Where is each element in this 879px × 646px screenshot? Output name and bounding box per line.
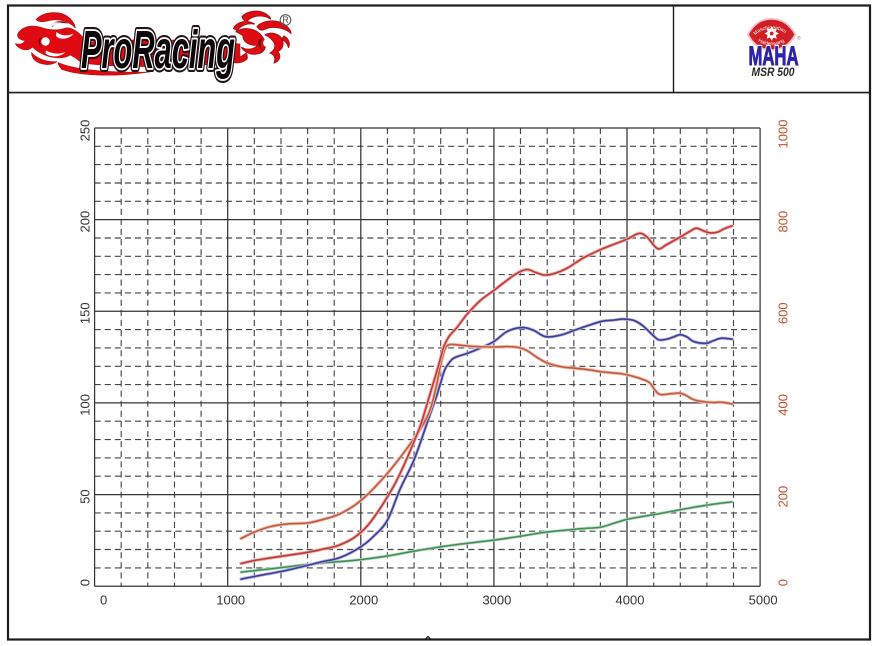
svg-text:0: 0: [100, 593, 107, 608]
svg-text:250: 250: [78, 120, 93, 142]
svg-text:2000: 2000: [349, 593, 378, 608]
svg-text:50: 50: [78, 489, 93, 503]
svg-text:150: 150: [78, 302, 93, 324]
svg-text:R: R: [282, 15, 289, 25]
svg-text:Maschinenbau: Maschinenbau: [752, 25, 787, 37]
svg-text:Haldenwang: Haldenwang: [757, 38, 786, 47]
svg-text:200: 200: [776, 486, 791, 508]
svg-text:0: 0: [776, 579, 791, 586]
svg-text:400: 400: [776, 394, 791, 416]
svg-text:100: 100: [78, 394, 93, 416]
svg-text:®: ®: [797, 35, 801, 42]
svg-text:ProRacing: ProRacing: [81, 20, 235, 80]
svg-text:MSR 500: MSR 500: [752, 65, 795, 79]
svg-text:0: 0: [78, 579, 93, 586]
svg-text:600: 600: [776, 302, 791, 324]
svg-text:ProRacing: ProRacing: [81, 20, 235, 80]
svg-text:ProRacing: ProRacing: [81, 20, 235, 80]
svg-text:1000: 1000: [216, 593, 245, 608]
svg-text:4000: 4000: [616, 593, 645, 608]
svg-text:800: 800: [776, 211, 791, 233]
svg-text:MAHA: MAHA: [749, 41, 799, 71]
svg-text:5000: 5000: [749, 593, 778, 608]
svg-text:200: 200: [78, 211, 93, 233]
svg-text:1000: 1000: [776, 120, 791, 149]
svg-text:MAHA: MAHA: [749, 41, 799, 71]
svg-text:3000: 3000: [482, 593, 511, 608]
